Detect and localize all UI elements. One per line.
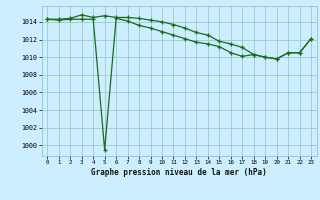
X-axis label: Graphe pression niveau de la mer (hPa): Graphe pression niveau de la mer (hPa)	[91, 168, 267, 177]
